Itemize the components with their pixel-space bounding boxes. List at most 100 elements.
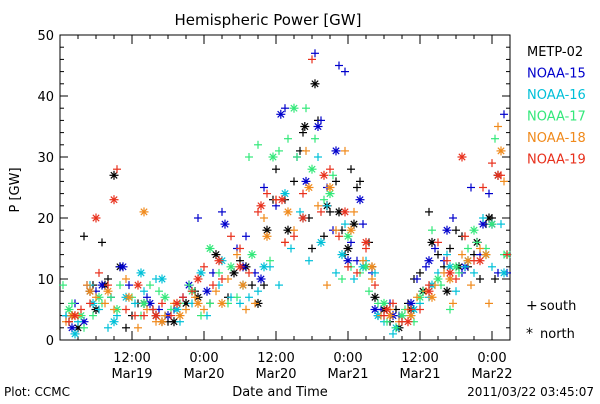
- legend-series-metp-02: METP-02: [527, 45, 583, 60]
- south-point: [317, 116, 325, 125]
- south-point: [407, 305, 415, 314]
- north-point-ray: [110, 318, 118, 326]
- north-point-ray: [173, 299, 181, 308]
- south-point: [452, 226, 460, 235]
- north-point-ray: [407, 311, 415, 320]
- north-point: [160, 292, 170, 302]
- north-point-ray: [326, 189, 334, 198]
- south-point: [356, 177, 364, 186]
- south-point: [497, 220, 505, 229]
- north-point: [325, 183, 335, 192]
- north-point-ray: [206, 244, 214, 253]
- north-point-ray: [470, 226, 478, 234]
- south-point: [215, 268, 223, 277]
- plot-frame: [59, 34, 511, 341]
- south-point: [263, 189, 271, 198]
- south-point: [179, 293, 187, 302]
- north-point: [493, 170, 503, 180]
- north-point-ray: [317, 238, 325, 247]
- south-point: [80, 232, 88, 241]
- north-point-ray: [398, 311, 406, 320]
- north-point-ray: [161, 293, 169, 301]
- legend: METP-02 NOAA-15 NOAA-16 NOAA-17 NOAA-18 NOAA-…: [526, 45, 586, 342]
- north-point-ray: [311, 80, 319, 88]
- north-point-ray: [344, 232, 352, 240]
- south-point: [149, 305, 157, 314]
- south-point: [452, 287, 460, 296]
- south-point: [101, 299, 109, 308]
- north-point: [133, 280, 143, 290]
- north-point-ray: [371, 305, 379, 314]
- y-tick-label: 30: [37, 151, 54, 166]
- north-point: [193, 298, 203, 308]
- south-point: [227, 232, 235, 241]
- north-point-ray: [212, 250, 220, 259]
- x-tick-label-time: 12:00: [257, 351, 294, 366]
- north-point: [136, 268, 146, 278]
- north-point-ray: [263, 226, 271, 234]
- north-point: [109, 170, 119, 180]
- y-axis-label: P [GW]: [8, 167, 23, 212]
- south-point: [131, 299, 139, 308]
- north-point-ray: [152, 311, 160, 320]
- south-point: [476, 275, 484, 283]
- north-point: [214, 256, 224, 266]
- south-point: [305, 256, 313, 265]
- north-point-ray: [308, 165, 316, 173]
- south-point: [200, 262, 208, 271]
- south-point: [347, 165, 355, 174]
- south-point: [476, 244, 484, 253]
- north-point: [124, 292, 134, 302]
- south-point: [371, 268, 379, 277]
- south-point: [431, 244, 439, 253]
- north-point: [175, 311, 185, 321]
- south-point: [158, 299, 166, 308]
- north-point-ray: [227, 263, 235, 271]
- footer-credit: Plot: CCMC: [4, 385, 70, 399]
- south-point: [95, 268, 103, 277]
- south-point: [416, 268, 424, 277]
- south-point: [461, 262, 469, 271]
- south-point: [302, 146, 310, 155]
- south-point: [464, 244, 472, 253]
- north-point-ray: [110, 196, 118, 204]
- south-point: [338, 275, 346, 283]
- south-point: [302, 104, 310, 113]
- north-point-ray: [326, 183, 334, 192]
- south-point: [242, 305, 250, 314]
- north-point: [91, 213, 101, 223]
- x-tick-label-date: Mar21: [327, 367, 368, 382]
- south-point: [416, 305, 424, 314]
- south-point: [323, 201, 331, 210]
- north-point: [382, 305, 392, 314]
- south-point: [449, 299, 457, 308]
- south-point: [326, 207, 334, 216]
- north-point-ray: [260, 263, 268, 271]
- north-point-ray: [302, 177, 310, 186]
- south-point: [104, 281, 112, 290]
- north-point-ray: [71, 330, 79, 338]
- north-point: [300, 122, 310, 131]
- south-point: [185, 281, 193, 290]
- north-point-ray: [500, 269, 508, 277]
- north-point-ray: [344, 244, 352, 253]
- north-point-ray: [425, 287, 433, 295]
- south-point: [110, 305, 118, 314]
- north-point-ray: [71, 311, 79, 320]
- south-point: [194, 214, 202, 222]
- south-point: [131, 311, 139, 320]
- north-point-ray: [299, 214, 307, 222]
- south-point: [500, 177, 508, 186]
- south-point: [443, 256, 451, 265]
- legend-series-noaa-17: NOAA-17: [527, 110, 586, 125]
- x-tick-label-date: Mar21: [399, 367, 440, 382]
- y-tick-label: 50: [37, 29, 54, 44]
- south-point: [491, 275, 499, 283]
- north-point-ray: [170, 318, 178, 326]
- north-point-ray: [341, 208, 349, 216]
- north-point: [496, 146, 506, 156]
- south-point: [380, 311, 388, 320]
- north-point-ray: [236, 263, 244, 271]
- legend-symbol: +: [526, 298, 538, 314]
- south-point: [320, 232, 328, 241]
